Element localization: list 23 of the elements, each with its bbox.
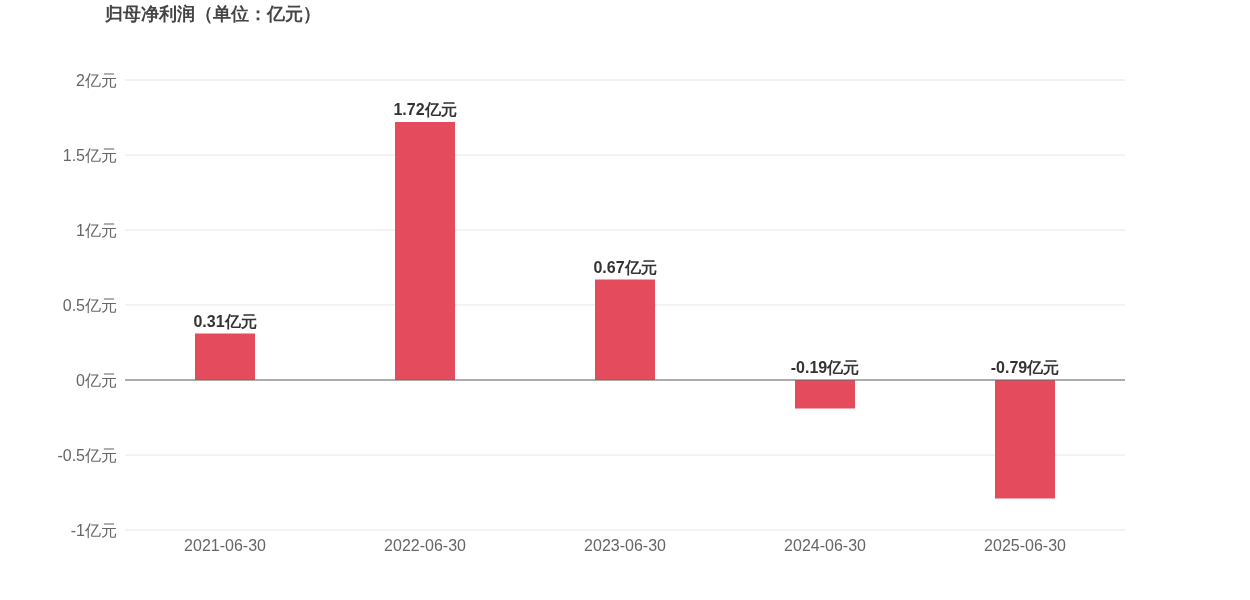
bar xyxy=(795,380,855,409)
bar xyxy=(395,122,455,380)
y-tick-label: 0亿元 xyxy=(76,371,117,389)
bar xyxy=(195,333,255,380)
data-label: -0.79亿元 xyxy=(990,359,1060,376)
bar xyxy=(995,380,1055,499)
data-label: 0.31亿元 xyxy=(193,312,257,330)
x-tick-label: 2024-06-30 xyxy=(784,536,867,554)
data-label: 1.72亿元 xyxy=(393,101,457,118)
y-tick-label: -0.5亿元 xyxy=(57,446,117,464)
bar xyxy=(595,279,655,380)
x-tick-label: 2025-06-30 xyxy=(984,536,1067,554)
y-tick-label: -1亿元 xyxy=(70,521,117,539)
x-tick-label: 2023-06-30 xyxy=(584,536,667,554)
y-tick-label: 0.5亿元 xyxy=(62,296,117,314)
x-tick-label: 2021-06-30 xyxy=(184,536,267,554)
chart-title: 归母净利润（单位：亿元） xyxy=(104,4,321,24)
x-tick-label: 2022-06-30 xyxy=(384,536,467,554)
data-label: -0.19亿元 xyxy=(790,359,860,376)
y-tick-label: 1.5亿元 xyxy=(62,146,117,164)
y-tick-label: 1亿元 xyxy=(76,221,117,239)
data-label: 0.67亿元 xyxy=(593,258,657,276)
y-tick-label: 2亿元 xyxy=(76,71,117,89)
